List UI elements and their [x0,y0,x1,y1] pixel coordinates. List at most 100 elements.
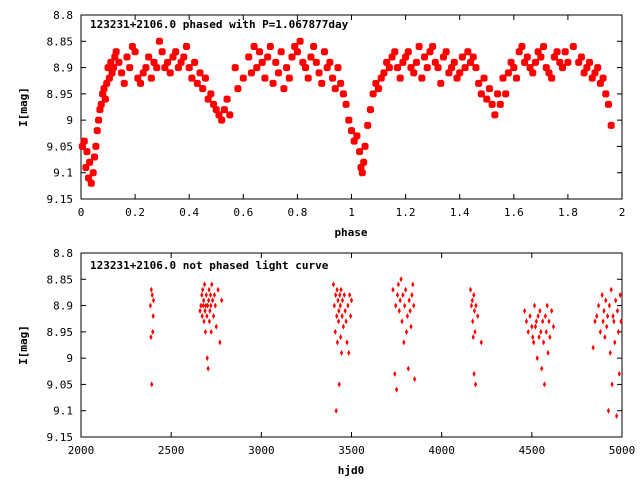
phased-data-point [315,69,323,77]
phased-data-point [504,69,512,77]
unphased-data-point [334,292,338,299]
phased-data-point [93,127,101,135]
unphased-data-point [610,381,614,388]
unphased-data-point [148,302,153,309]
phased-y-tick-label: 9.15 [47,193,74,206]
phased-data-point [537,53,545,61]
phased-data-point [91,153,99,161]
phased-data-point [361,142,369,150]
unphased-data-point [600,292,604,299]
unphased-data-point [532,302,537,309]
phased-data-point [310,43,318,51]
phased-data-point [111,53,119,61]
unphased-data-point [398,297,402,304]
unphased-data-point [338,302,342,309]
phased-data-point [78,142,86,150]
phased-data-point [83,148,91,156]
unphased-data-point [151,313,155,320]
unphased-y-tick-label: 9.15 [47,431,74,444]
unphased-data-point [345,339,349,346]
phased-data-point [415,43,423,51]
unphased-data-point [531,334,535,341]
phased-x-tick-label: 0.2 [125,206,145,219]
phased-data-point [307,53,315,61]
phased-data-point [92,142,100,150]
unphased-data-point [551,323,556,330]
phased-data-point [580,69,588,77]
phased-data-point [177,58,185,66]
phased-data-point [207,90,215,98]
phased-data-point [491,111,499,119]
unphased-data-point [214,323,218,330]
phased-data-point [548,74,556,82]
phased-plot-title: 123231+2106.0 phased with P=1.067877day [90,18,349,31]
unphased-data-point [539,328,543,335]
unphased-data-point [474,302,478,309]
phased-data-point [128,43,136,51]
unphased-data-point [617,370,621,377]
phased-data-point [561,48,569,56]
unphased-data-point [335,313,339,320]
phased-x-tick-label: 1 [348,206,355,219]
unphased-data-point [200,292,204,299]
phased-x-tick-label: 1.4 [450,206,470,219]
phased-data-point [108,69,116,77]
unphased-data-point [605,323,609,330]
phased-data-point [85,174,93,182]
phased-data-point [407,64,415,72]
unphased-data-point [613,339,617,346]
unphased-data-point [220,297,224,304]
phased-data-point [302,64,310,72]
unphased-data-point [205,302,210,309]
phased-data-point [448,64,456,72]
phased-data-point [161,64,169,72]
unphased-data-point [407,297,411,304]
unphased-y-tick-label: 8.85 [47,273,74,286]
unphased-data-point [338,292,342,299]
phased-data-point [103,79,111,87]
unphased-data-point [616,328,620,335]
unphased-data-point [472,370,476,377]
unphased-data-point [337,307,341,314]
unphased-data-point [472,307,477,314]
phased-data-point [569,43,577,51]
phased-data-point [358,169,366,177]
phased-data-point [418,74,426,82]
phased-data-point [269,79,277,87]
unphased-y-tick-label: 8.95 [47,326,74,339]
phased-data-point [534,48,542,56]
phased-data-point [101,95,109,103]
phased-data-point [95,116,103,124]
phased-data-point [575,58,583,66]
phased-x-tick-label: 2 [619,206,626,219]
phased-y-tick-label: 9 [66,114,73,127]
unphased-data-point [542,381,547,388]
phased-data-point [115,58,123,66]
unphased-data-point [334,407,338,414]
phased-data-point [383,58,391,66]
unphased-data-point [339,334,343,341]
unphased-data-point [619,318,623,325]
phased-data-point [215,111,223,119]
phased-data-point [304,74,312,82]
phased-data-point [188,74,196,82]
unphased-data-point [406,365,410,372]
phased-x-tick-label: 0 [78,206,85,219]
unphased-data-point [394,386,399,393]
unphased-data-point [207,297,211,304]
phased-data-point [299,58,307,66]
phased-data-point [82,163,90,171]
phased-data-point [439,53,447,61]
phased-data-point [467,58,475,66]
unphased-data-point [608,349,612,356]
unphased-data-point [593,318,597,325]
phased-data-point [396,74,404,82]
unphased-data-point [340,313,344,320]
phased-data-point [296,37,304,45]
unphased-data-point [595,313,599,320]
unphased-data-point [394,302,398,309]
phased-data-point [126,64,134,72]
phased-data-point [410,69,418,77]
unphased-data-point [544,328,548,335]
phased-x-tick-label: 1.6 [504,206,524,219]
